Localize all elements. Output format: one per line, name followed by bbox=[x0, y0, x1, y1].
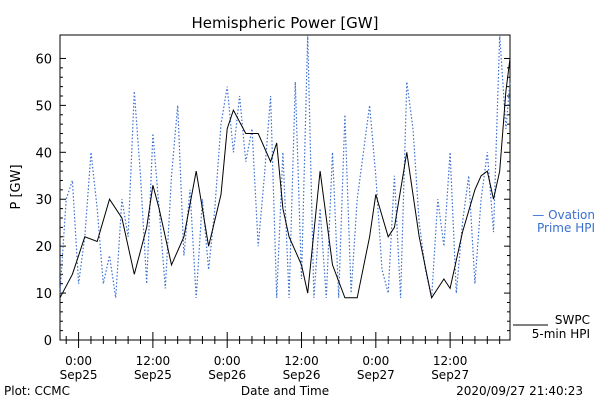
y-tick-label: 10 bbox=[35, 287, 52, 302]
y-tick-label: 0 bbox=[44, 334, 52, 349]
x-tick-label-time: 12:00 bbox=[433, 354, 468, 368]
x-tick-label-date: Sep27 bbox=[357, 368, 395, 382]
x-tick-label-time: 12:00 bbox=[136, 354, 171, 368]
series-line-swpc bbox=[59, 58, 511, 300]
y-tick-label: 20 bbox=[35, 240, 52, 255]
x-tick-label-date: Sep26 bbox=[283, 368, 321, 382]
plot-border bbox=[59, 34, 511, 341]
x-tick-label-date: Sep25 bbox=[134, 368, 172, 382]
legend-swpc-line1: SWPC bbox=[555, 313, 590, 327]
y-tick-label: 30 bbox=[35, 193, 52, 208]
y-tick-label: 50 bbox=[35, 99, 52, 114]
chart-title: Hemispheric Power [GW] bbox=[192, 14, 379, 32]
series-layer bbox=[59, 34, 511, 300]
legend-swpc-line2: 5-min HPI bbox=[532, 327, 590, 341]
y-tick-label: 60 bbox=[35, 52, 52, 67]
x-tick-label-time: 0:00 bbox=[65, 354, 92, 368]
x-axis: 0:00Sep2512:00Sep250:00Sep2612:00Sep260:… bbox=[60, 332, 501, 382]
y-axis-label: P [GW] bbox=[9, 164, 24, 209]
plot-timestamp: 2020/09/27 21:40:23 bbox=[456, 384, 583, 398]
legend-ovation-line1: — Ovation bbox=[532, 208, 595, 222]
series-line-ovation-prime bbox=[59, 34, 511, 298]
y-tick-label: 40 bbox=[35, 146, 52, 161]
plot-frame bbox=[59, 34, 511, 341]
x-tick-label-time: 0:00 bbox=[362, 354, 389, 368]
x-tick-label-date: Sep26 bbox=[208, 368, 246, 382]
x-tick-label-time: 0:00 bbox=[214, 354, 241, 368]
x-tick-label-time: 12:00 bbox=[284, 354, 319, 368]
legend: — Ovation Prime HPI SWPC 5-min HPI bbox=[513, 208, 595, 341]
plot-credit: Plot: CCMC bbox=[4, 384, 70, 398]
y-axis: 0 10 20 30 40 50 60 bbox=[35, 52, 510, 349]
x-tick-label-date: Sep25 bbox=[60, 368, 98, 382]
legend-ovation-line2: Prime HPI bbox=[537, 221, 595, 235]
x-axis-label: Date and Time bbox=[241, 384, 329, 398]
x-tick-label-date: Sep27 bbox=[431, 368, 469, 382]
